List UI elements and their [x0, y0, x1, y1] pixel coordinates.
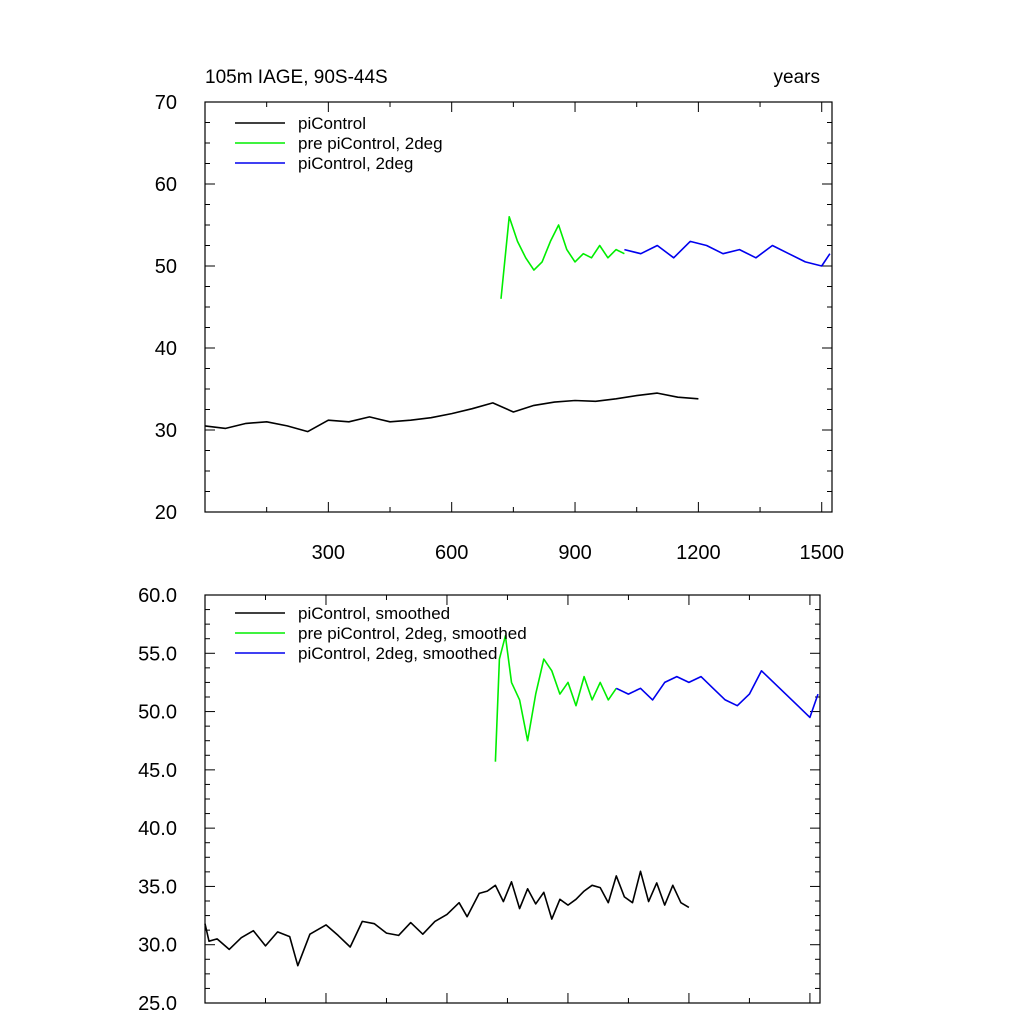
top-chart-left-title: 105m IAGE, 90S-44S [205, 67, 388, 88]
legend-label: piControl, smoothed [298, 604, 450, 623]
series-line-1 [204, 392, 699, 433]
legend-label: piControl, 2deg, smoothed [298, 644, 497, 663]
y-tick-label: 35.0 [138, 876, 177, 898]
series-line-2 [500, 216, 625, 299]
y-tick-label: 40.0 [138, 818, 177, 840]
top-chart-plot-area: 300 600 900 1200 1500 20 30 40 50 60 70 piControlpr… [155, 92, 844, 564]
top-chart-panel: 105m IAGE, 90S-44S years 300 600 900 1200 15… [155, 67, 844, 564]
series-line-3 [624, 240, 831, 267]
y-tick-label: 60.0 [138, 585, 177, 607]
series-line-2 [494, 634, 617, 762]
y-tick-label: 30 [155, 420, 177, 442]
y-tick-label: 20 [155, 502, 177, 524]
y-tick-label: 70 [155, 92, 177, 114]
legend-label: pre piControl, 2deg [298, 134, 443, 153]
legend-label: piControl, 2deg [298, 154, 413, 173]
y-tick-label: 55.0 [138, 643, 177, 665]
y-tick-label: 40 [155, 338, 177, 360]
y-tick-label: 50 [155, 256, 177, 278]
x-tick-label: 600 [435, 542, 468, 564]
legend-label: pre piControl, 2deg, smoothed [298, 624, 527, 643]
y-tick-label: 60 [155, 174, 177, 196]
y-tick-label: 25.0 [138, 993, 177, 1015]
series-line-1 [204, 870, 690, 967]
y-tick-label: 30.0 [138, 935, 177, 957]
x-tick-label: 900 [558, 542, 591, 564]
legend-label: piControl [298, 114, 366, 133]
x-tick-label: 1200 [676, 542, 721, 564]
top-chart-right-title: years [774, 67, 820, 88]
y-tick-label: 45.0 [138, 760, 177, 782]
bottom-chart-panel: 25.0 30.0 35.0 40.0 45.0 50.0 55.0 60.0 piContro… [138, 585, 821, 1015]
x-tick-label: 1500 [799, 542, 844, 564]
y-tick-label: 50.0 [138, 702, 177, 724]
x-tick-label: 300 [312, 542, 345, 564]
bottom-chart-plot-area: 25.0 30.0 35.0 40.0 45.0 50.0 55.0 60.0 piContro… [138, 585, 821, 1015]
series-line-3 [615, 669, 819, 719]
